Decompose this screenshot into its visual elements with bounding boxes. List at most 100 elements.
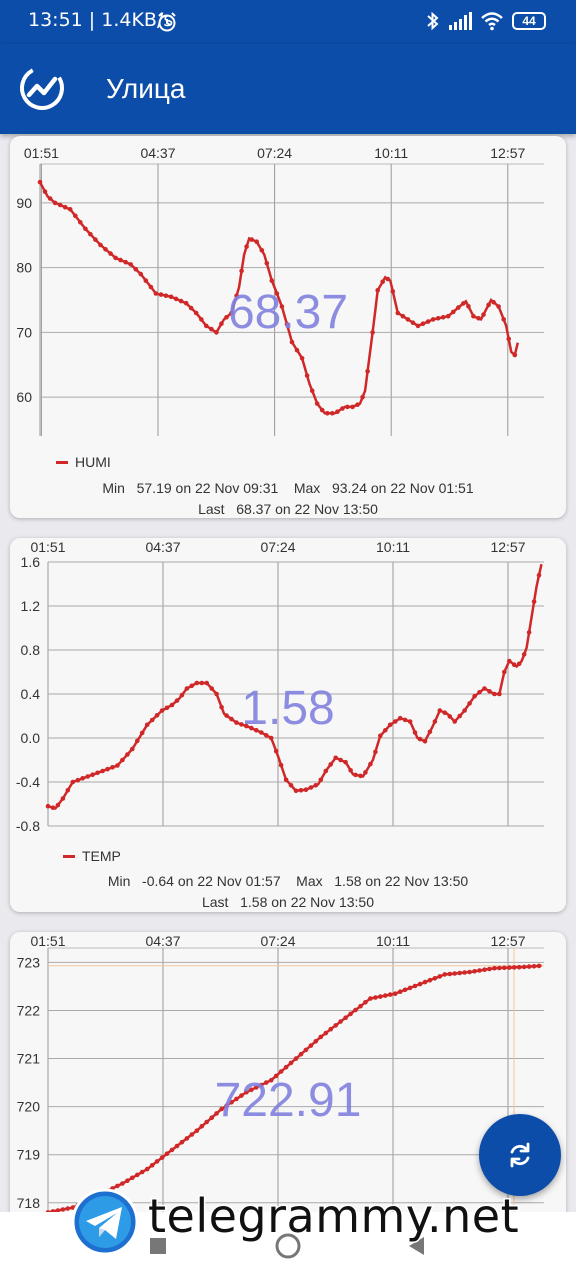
data-point: [183, 300, 189, 306]
data-point: [368, 761, 373, 767]
data-point: [263, 1080, 269, 1085]
data-point: [204, 323, 209, 329]
data-point: [65, 788, 71, 793]
data-point: [169, 702, 175, 708]
data-point: [149, 1163, 155, 1168]
temp-stats: Min -0.64 on 22 Nov 01:57 Max 1.58 on 22…: [10, 871, 566, 912]
data-point: [288, 783, 294, 788]
data-point: [333, 755, 339, 761]
data-point: [98, 242, 103, 248]
temp-stats-min-max: Min -0.64 on 22 Nov 01:57 Max 1.58 on 22…: [107, 873, 469, 889]
data-point: [507, 965, 512, 970]
data-point: [487, 966, 492, 972]
data-point: [481, 312, 486, 317]
data-point: [65, 1206, 71, 1211]
data-point: [189, 1132, 195, 1137]
x-tick-label: 10:11: [376, 539, 410, 555]
data-point: [358, 1003, 363, 1009]
data-point: [52, 200, 58, 206]
data-point: [42, 189, 48, 194]
humi-chart[interactable]: 01:51 04:37 07:24 10:11 12:57 60 70 80 90 68.37: [10, 136, 566, 446]
data-point: [169, 1147, 175, 1153]
data-point: [407, 985, 413, 991]
data-point: [466, 304, 471, 309]
data-point: [149, 717, 155, 723]
app-bar: Улица: [0, 44, 576, 134]
data-point: [397, 715, 403, 721]
data-point: [209, 326, 214, 332]
refresh-button[interactable]: [479, 1114, 561, 1196]
humi-stats-min-max: Min 57.19 on 22 Nov 09:31 Max 93.24 on 2…: [102, 480, 474, 496]
data-point: [294, 347, 300, 353]
data-point: [425, 319, 431, 324]
data-point: [373, 749, 378, 755]
data-point: [273, 1073, 279, 1079]
data-point: [373, 995, 378, 1000]
data-point: [353, 1007, 358, 1013]
data-point: [442, 972, 448, 977]
data-point: [278, 762, 284, 768]
y-tick-label: 721: [17, 1051, 41, 1067]
data-point: [123, 259, 128, 265]
temp-chart[interactable]: 01:51 04:37 07:24 10:11 12:57 -0.8 -0.4 0.0 0.4 0…: [10, 538, 566, 842]
x-tick-label: 01:51: [30, 539, 65, 555]
data-point: [387, 722, 393, 728]
data-point: [314, 401, 320, 406]
humi-chart-card[interactable]: 01:51 04:37 07:24 10:11 12:57 60 70 80 90 68.37 H…: [10, 136, 566, 518]
data-point: [60, 1207, 66, 1212]
data-point: [199, 680, 205, 686]
data-point: [415, 323, 421, 329]
y-tick-label: -0.8: [16, 818, 40, 834]
data-point: [363, 1000, 368, 1005]
recents-button[interactable]: [148, 1236, 168, 1256]
data-point: [472, 693, 477, 699]
data-point: [462, 708, 467, 713]
data-point: [57, 202, 63, 208]
data-point: [502, 965, 507, 971]
data-point: [103, 247, 108, 252]
x-tick-label: 04:37: [145, 539, 180, 555]
home-button[interactable]: [274, 1232, 302, 1260]
data-point: [333, 1023, 339, 1028]
pressure-chart-card[interactable]: 01:51 04:37 07:24 10:11 12:57 718 719 720 721 722…: [10, 932, 566, 1222]
data-point: [110, 765, 115, 770]
data-point: [412, 730, 418, 735]
watermark: telegrammy.net: [70, 1185, 570, 1265]
data-point: [303, 1047, 309, 1053]
data-point: [400, 313, 406, 319]
data-point: [313, 1039, 319, 1044]
data-point: [163, 293, 169, 298]
data-point: [390, 289, 396, 294]
data-point: [437, 708, 443, 713]
pressure-chart[interactable]: 01:51 04:37 07:24 10:11 12:57 718 719 720 721 722…: [10, 932, 566, 1222]
x-tick-label: 01:51: [24, 145, 59, 161]
x-tick-label: 12:57: [490, 933, 525, 949]
data-point: [105, 766, 110, 772]
legend-label: HUMI: [75, 454, 111, 470]
data-point: [430, 317, 436, 322]
data-point: [70, 1205, 76, 1210]
watermark-text: telegrammy.net: [146, 1188, 520, 1245]
data-point: [125, 1178, 130, 1183]
data-point: [229, 716, 234, 722]
status-icons: 44: [426, 9, 546, 33]
signal-icon: [449, 12, 472, 30]
data-point: [60, 796, 66, 801]
data-point: [502, 669, 507, 675]
y-tick-label: 70: [16, 324, 32, 340]
data-point: [318, 1034, 324, 1040]
data-point: [447, 971, 453, 977]
data-point: [214, 691, 219, 697]
data-point: [323, 1030, 329, 1036]
back-button[interactable]: [406, 1235, 428, 1257]
data-point: [128, 262, 133, 267]
data-point: [345, 404, 350, 410]
temp-chart-card[interactable]: 01:51 04:37 07:24 10:11 12:57 -0.8 -0.4 0.0 0.4 0…: [10, 538, 566, 912]
data-point: [75, 777, 81, 783]
data-point: [496, 304, 501, 309]
data-point: [299, 356, 305, 361]
legend-swatch: [63, 854, 75, 858]
data-point: [144, 1166, 150, 1172]
data-point: [154, 1159, 160, 1164]
data-point: [437, 974, 443, 979]
